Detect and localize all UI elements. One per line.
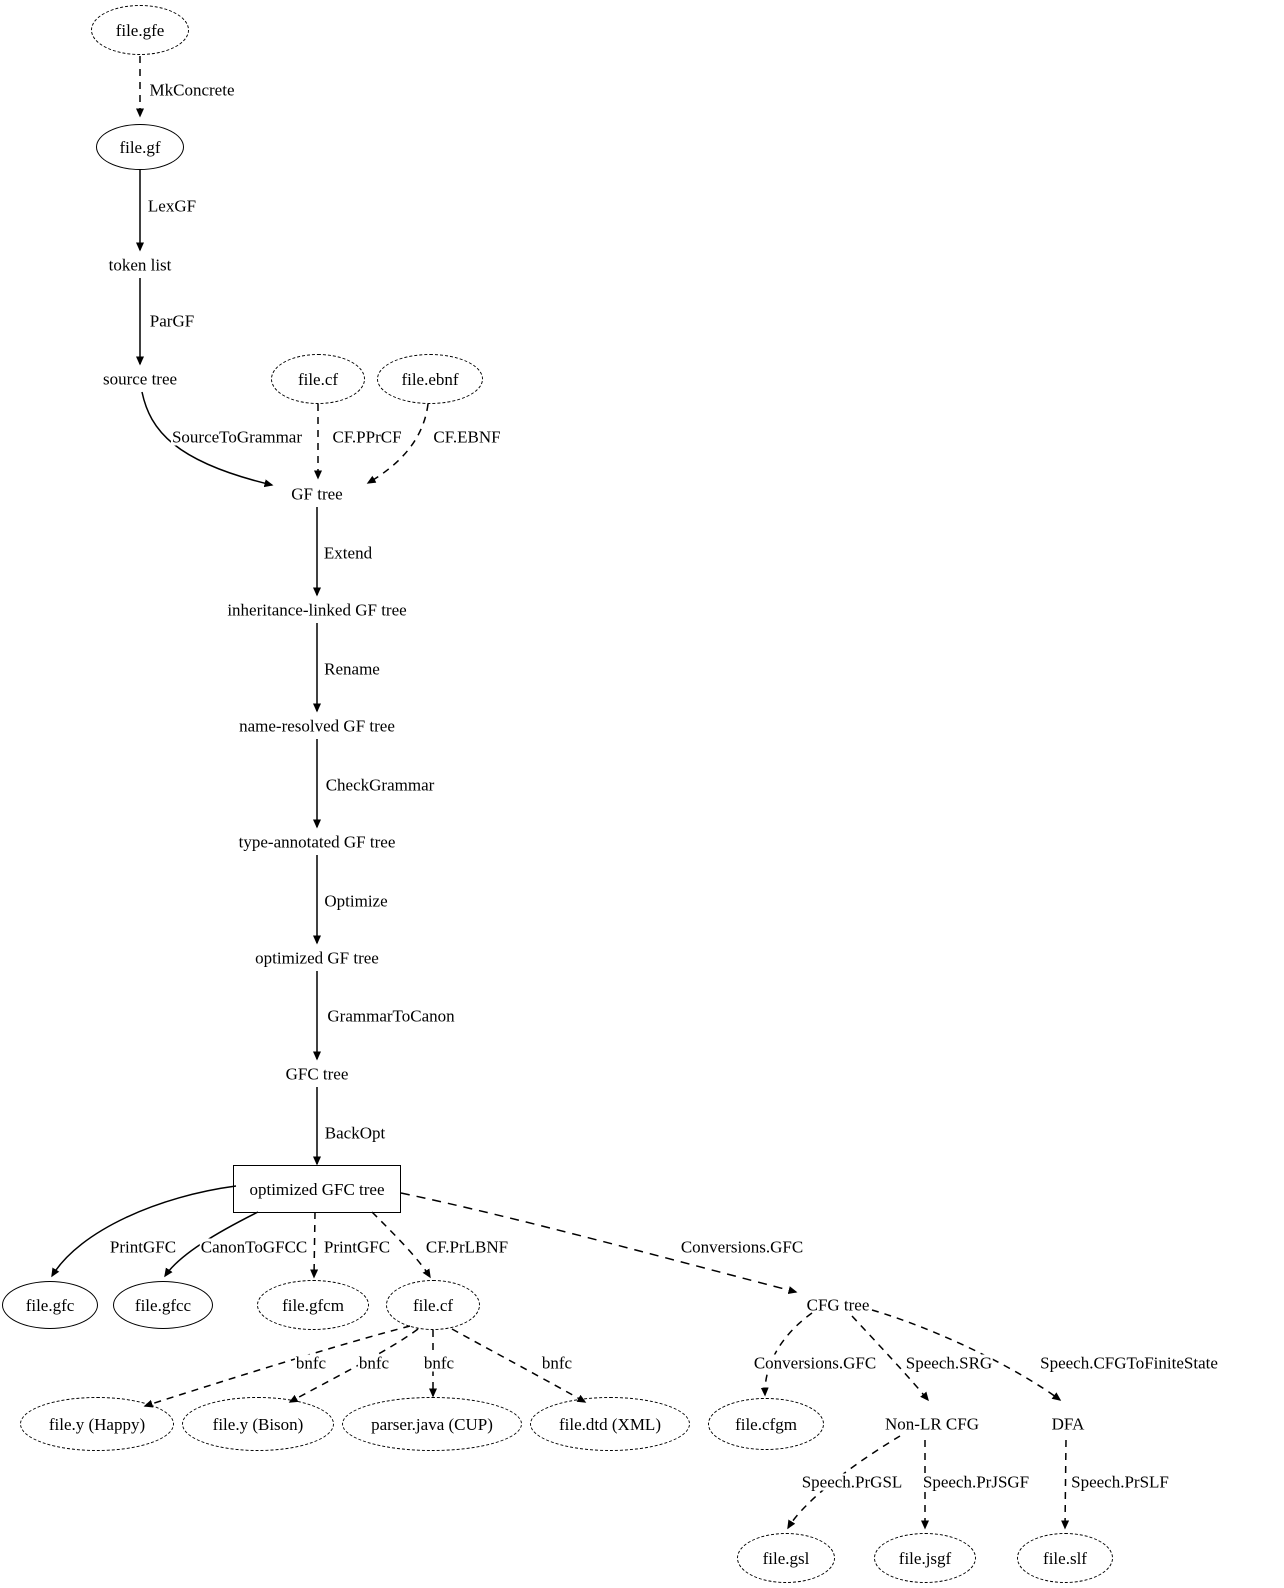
node-cfg-tree[interactable]: CFG tree [805,1297,872,1314]
node-label: type-annotated GF tree [238,832,396,852]
node-file-y-bison[interactable]: file.y (Bison) [182,1397,334,1451]
node-file-cf-mid[interactable]: file.cf [386,1280,480,1330]
edge-cf-prlbnf [371,1211,431,1279]
edge-label-checkgrammar: CheckGrammar [324,775,436,795]
edge-label-cf-ebnf: CF.EBNF [432,427,502,447]
edge-label-speech-prjsgf: Speech.PrJSGF [921,1472,1031,1492]
node-token-list[interactable]: token list [107,257,174,274]
node-file-gfe[interactable]: file.gfe [91,5,189,55]
edge-label-bnfc-4: bnfc [540,1353,574,1373]
edge-bnfc-dtd [451,1328,587,1403]
edge-label-pargf: ParGF [148,311,196,331]
edge-label-backopt: BackOpt [323,1123,387,1143]
edge-label-bnfc-1: bnfc [294,1353,328,1373]
node-file-gsl[interactable]: file.gsl [737,1533,835,1583]
edge-label-conversions-gfc-1: Conversions.GFC [679,1237,805,1257]
edge-label-rename: Rename [323,659,381,679]
edge-label-conversions-gfc-2: Conversions.GFC [752,1353,878,1373]
node-label: CFG tree [806,1295,870,1315]
node-file-gfcc[interactable]: file.gfcc [113,1281,213,1329]
edge-speech-prgsl [787,1435,901,1530]
edge-label-printgfc-2: PrintGFC [322,1237,392,1257]
node-dfa[interactable]: DFA [1050,1416,1087,1433]
node-label: file.gfcm [282,1295,344,1315]
edge-conversions-gfc-cfgm [760,1312,813,1397]
node-label: Non-LR CFG [885,1414,979,1434]
node-label: parser.java (CUP) [371,1414,493,1434]
edge-label-cf-prlbnf: CF.PrLBNF [424,1237,510,1257]
node-label: file.gfe [115,20,165,40]
node-label: token list [108,255,172,275]
edge-label-mkconcrete: MkConcrete [148,80,236,100]
edge-bnfc-happy [143,1325,411,1408]
node-file-slf[interactable]: file.slf [1017,1533,1113,1583]
node-label: file.y (Happy) [48,1414,146,1434]
node-label: file.ebnf [401,369,459,389]
node-file-gfc[interactable]: file.gfc [2,1281,98,1329]
edge-label-sourcetogrammar: SourceToGrammar [170,427,304,447]
edge-label-speech-srg: Speech.SRG [904,1353,994,1373]
node-label: file.cf [297,369,339,389]
node-label: name-resolved GF tree [239,716,395,736]
node-name-resolved-gf-tree[interactable]: name-resolved GF tree [237,718,397,735]
node-label: file.dtd (XML) [559,1414,661,1434]
node-non-lr-cfg[interactable]: Non-LR CFG [883,1416,981,1433]
edge-label-lexgf: LexGF [146,196,198,216]
node-label: source tree [102,369,178,389]
node-file-gfcm[interactable]: file.gfcm [257,1280,369,1330]
node-file-cf-top[interactable]: file.cf [271,354,365,404]
node-file-ebnf[interactable]: file.ebnf [377,354,483,404]
edge-label-cf-pprcf: CF.PPrCF [331,427,403,447]
node-inheritance-linked-gf-tree[interactable]: inheritance-linked GF tree [225,602,408,619]
node-file-gf[interactable]: file.gf [96,124,184,170]
edge-label-bnfc-2: bnfc [357,1353,391,1373]
node-gf-tree[interactable]: GF tree [289,486,344,503]
node-label: file.cfgm [735,1414,797,1434]
node-label: DFA [1051,1414,1085,1434]
edge-label-canontogfcc: CanonToGFCC [199,1237,309,1257]
node-file-cfgm[interactable]: file.cfgm [708,1398,824,1450]
node-label: file.gsl [762,1548,810,1568]
node-file-jsgf[interactable]: file.jsgf [874,1533,976,1583]
node-label: GF tree [291,484,343,504]
node-label: file.y (Bison) [212,1414,304,1434]
node-label: GFC tree [285,1064,349,1084]
edge-conversions-gfc-cfgtree [400,1192,798,1294]
edge-printgfc-gfc [51,1185,237,1278]
node-parser-java-cup[interactable]: parser.java (CUP) [342,1397,522,1451]
node-gfc-tree[interactable]: GFC tree [284,1066,351,1083]
node-label: file.slf [1043,1548,1087,1568]
node-label: file.jsgf [898,1548,952,1568]
node-label: file.gfc [25,1295,75,1315]
edge-printgfc-gfcm [310,1211,319,1279]
node-source-tree[interactable]: source tree [101,371,179,388]
edge-label-optimize: Optimize [323,891,389,911]
node-optimized-gf-tree[interactable]: optimized GF tree [253,950,381,967]
edge-label-printgfc-1: PrintGFC [108,1237,178,1257]
node-label: optimized GF tree [255,948,379,968]
node-label: file.cf [412,1295,454,1315]
edge-label-bnfc-3: bnfc [422,1353,456,1373]
edge-speech-prslf [1061,1439,1070,1530]
node-type-annotated-gf-tree[interactable]: type-annotated GF tree [237,834,398,851]
node-optimized-gfc-tree[interactable]: optimized GFC tree [233,1165,401,1213]
edge-label-extend: Extend [322,543,374,563]
node-label: optimized GFC tree [249,1179,385,1199]
edge-label-speech-prgsl: Speech.PrGSL [800,1472,904,1492]
node-label: file.gfcc [134,1295,192,1315]
node-label: inheritance-linked GF tree [227,600,407,620]
node-file-y-happy[interactable]: file.y (Happy) [20,1397,174,1451]
edge-speech-cfgtofinitestate [871,1309,1062,1401]
node-file-dtd-xml[interactable]: file.dtd (XML) [530,1397,690,1451]
edge-label-grammartocanon: GrammarToCanon [326,1006,456,1026]
edge-label-speech-cfgtofinitestate: Speech.CFGToFiniteState [1039,1353,1219,1373]
edge-label-speech-prslf: Speech.PrSLF [1070,1472,1170,1492]
node-label: file.gf [119,137,161,157]
